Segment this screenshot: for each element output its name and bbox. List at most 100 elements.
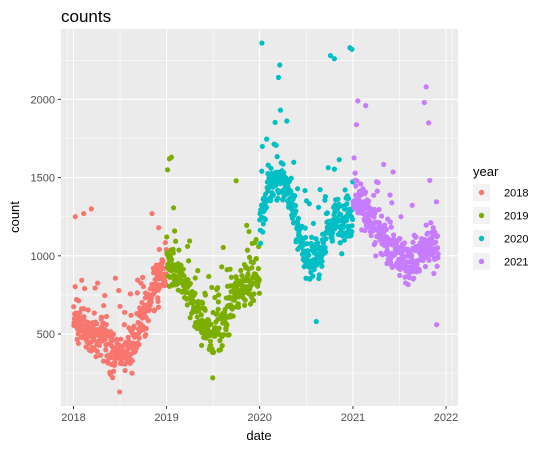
data-point-2018 [94, 348, 100, 355]
data-point-2021 [429, 235, 435, 241]
data-point-2020 [344, 201, 350, 207]
data-point-2020 [259, 40, 265, 46]
data-point-2019 [242, 302, 248, 308]
data-point-2020 [334, 206, 341, 212]
data-point-2021 [434, 263, 440, 269]
data-point-2019 [217, 347, 224, 353]
legend-marker-2020 [478, 235, 485, 242]
data-point-2021 [355, 98, 361, 104]
data-point-2018 [72, 214, 78, 220]
x-tick-label: 2019 [154, 412, 178, 424]
data-point-2021 [392, 251, 398, 258]
data-points [71, 40, 441, 395]
data-point-2019 [164, 234, 170, 240]
data-point-2020 [349, 216, 356, 222]
data-point-2021 [435, 245, 441, 251]
data-point-2020 [263, 204, 269, 210]
data-point-2019 [205, 317, 212, 323]
data-point-2018 [148, 295, 154, 301]
data-point-2019 [245, 271, 251, 277]
data-point-2018 [91, 310, 97, 316]
data-point-2019 [180, 266, 186, 272]
data-point-2018 [81, 306, 87, 312]
data-point-2020 [342, 187, 348, 193]
data-point-2019 [176, 247, 182, 253]
data-point-2020 [342, 206, 348, 212]
data-point-2021 [409, 202, 415, 208]
data-point-2021 [351, 155, 357, 161]
data-point-2020 [327, 52, 334, 59]
data-point-2018 [121, 322, 127, 328]
data-point-2019 [215, 299, 222, 305]
data-point-2019 [216, 325, 222, 331]
data-point-2019 [215, 285, 221, 291]
data-point-2019 [219, 264, 225, 270]
data-point-2019 [208, 321, 214, 327]
data-point-2018 [110, 344, 116, 350]
data-point-2018 [127, 291, 134, 297]
legend-label-2020: 2020 [504, 234, 528, 246]
y-tick-label: 1000 [31, 251, 55, 263]
data-point-2019 [165, 261, 171, 267]
legend-marker-2019 [478, 212, 485, 219]
data-point-2019 [206, 273, 212, 280]
data-point-2019 [202, 307, 208, 313]
data-point-2018 [92, 285, 98, 291]
data-point-2021 [372, 239, 378, 246]
data-point-2019 [244, 247, 251, 253]
data-point-2018 [143, 325, 149, 332]
data-point-2020 [293, 208, 299, 214]
data-point-2019 [250, 260, 256, 266]
data-point-2018 [134, 290, 140, 296]
data-point-2019 [228, 274, 235, 280]
data-point-2020 [344, 215, 350, 221]
data-point-2020 [341, 237, 347, 243]
data-point-2020 [260, 221, 266, 227]
data-point-2021 [383, 226, 390, 232]
data-point-2020 [302, 234, 309, 241]
data-point-2018 [143, 331, 149, 338]
data-point-2021 [353, 183, 359, 189]
data-point-2018 [136, 342, 142, 348]
y-tick-label: 500 [37, 329, 55, 341]
data-point-2020 [277, 107, 284, 113]
data-point-2018 [85, 319, 91, 325]
data-point-2018 [160, 258, 166, 264]
data-point-2021 [375, 179, 381, 186]
data-point-2019 [215, 306, 221, 312]
data-point-2019 [168, 154, 175, 160]
data-point-2019 [200, 300, 206, 306]
legend-title: year [473, 164, 499, 179]
data-point-2020 [259, 168, 265, 174]
data-point-2019 [249, 265, 255, 271]
data-point-2018 [72, 284, 78, 290]
data-point-2020 [313, 236, 319, 242]
data-point-2021 [425, 230, 431, 236]
data-point-2020 [322, 244, 328, 251]
data-point-2019 [194, 314, 200, 320]
x-tick-label: 2021 [341, 412, 365, 424]
data-point-2018 [156, 225, 162, 231]
data-point-2019 [210, 349, 217, 355]
data-point-2021 [431, 270, 437, 277]
data-point-2019 [216, 292, 222, 298]
data-point-2021 [434, 233, 441, 239]
data-point-2020 [305, 248, 311, 254]
data-point-2019 [184, 243, 191, 249]
data-point-2019 [167, 274, 173, 280]
data-point-2020 [272, 119, 278, 126]
data-point-2020 [277, 62, 283, 68]
data-point-2021 [410, 239, 416, 245]
data-point-2020 [345, 195, 352, 202]
data-point-2021 [426, 257, 432, 263]
data-point-2020 [275, 74, 282, 81]
data-point-2020 [292, 193, 298, 199]
legend-marker-2018 [478, 189, 485, 196]
chart-title: counts [61, 7, 111, 26]
data-point-2021 [435, 251, 441, 257]
data-point-2020 [284, 118, 290, 124]
y-axis-title: count [7, 201, 22, 233]
data-point-2018 [93, 354, 99, 360]
data-point-2019 [233, 178, 239, 184]
y-tick-label: 1500 [31, 173, 55, 185]
